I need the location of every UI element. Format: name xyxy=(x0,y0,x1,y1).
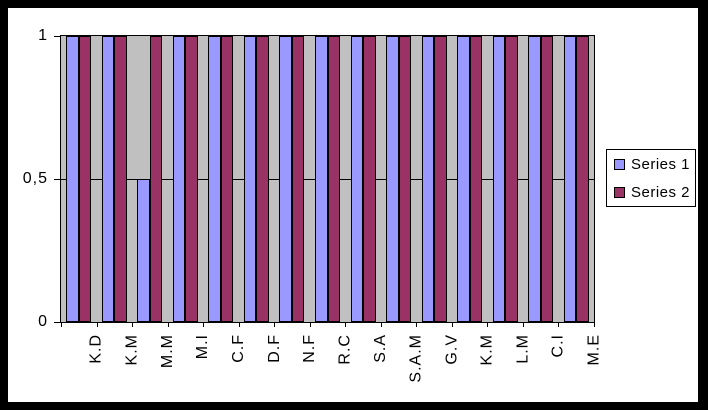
x-axis-tick xyxy=(345,322,346,327)
bar-series1-m.i xyxy=(172,36,186,322)
bar-series1-k.m xyxy=(101,36,115,322)
legend-entry: Series 1 xyxy=(607,150,695,178)
bar-series2-k.d xyxy=(78,36,92,322)
bar-series1-g.v xyxy=(421,36,435,322)
legend-swatch-series1 xyxy=(614,158,625,170)
x-axis-tick xyxy=(132,322,133,327)
y-axis-tick xyxy=(54,322,61,323)
x-category-label: C.I xyxy=(549,334,567,358)
x-axis-tick xyxy=(168,322,169,327)
bar-series1-s.a.m xyxy=(386,36,399,322)
bar-series1-k.d xyxy=(66,36,79,322)
bar-series2-d.f xyxy=(256,36,269,322)
bar-series1-k.m xyxy=(457,36,470,322)
bar-series2-m.e xyxy=(576,36,589,322)
bar-series2-m.m xyxy=(149,36,163,322)
chart-area: Series 1 Series 2 0 0,5 1 K.D K.M M.M M.I C.F D.F… xyxy=(8,8,698,402)
bar-series1-c.f xyxy=(208,36,221,322)
bar-series2-s.a xyxy=(363,36,376,322)
x-category-label: K.M xyxy=(123,334,141,366)
x-axis-tick xyxy=(97,322,98,327)
legend-label: Series 1 xyxy=(631,155,691,173)
bar-series2-k.m xyxy=(469,36,483,322)
x-category-label: M.I xyxy=(194,334,212,360)
x-category-label: M.M xyxy=(158,334,176,369)
bar-series2-c.i xyxy=(540,36,554,322)
bar-series2-m.i xyxy=(185,36,198,322)
x-axis-tick xyxy=(61,322,62,327)
x-axis-tick xyxy=(558,322,559,327)
bar-series1-l.m xyxy=(492,36,506,322)
bar-series2-r.c xyxy=(327,36,340,322)
legend-label: Series 2 xyxy=(631,183,691,201)
x-axis-tick xyxy=(594,322,595,327)
x-category-label: S.A.M xyxy=(407,334,425,383)
x-category-label: D.F xyxy=(265,334,283,363)
x-axis-tick xyxy=(274,322,275,327)
x-category-label: R.C xyxy=(336,334,354,365)
x-axis-tick xyxy=(487,322,488,327)
x-category-label: K.D xyxy=(87,334,105,364)
x-axis-tick xyxy=(310,322,311,327)
legend-swatch-series2 xyxy=(614,186,625,198)
bar-series2-g.v xyxy=(434,36,447,322)
plot-area xyxy=(60,35,595,323)
bar-series2-k.m xyxy=(114,36,127,322)
bar-series1-r.c xyxy=(315,36,328,322)
x-category-label: G.V xyxy=(443,334,461,365)
x-axis-tick xyxy=(239,322,240,327)
x-category-label: L.M xyxy=(514,334,532,364)
x-axis-tick xyxy=(381,322,382,327)
y-axis-tick xyxy=(54,36,61,37)
bar-series2-n.f xyxy=(291,36,305,322)
x-category-label: K.M xyxy=(478,334,496,366)
bar-series1-d.f xyxy=(243,36,257,322)
x-category-label: N.F xyxy=(300,334,318,363)
legend: Series 1 Series 2 xyxy=(606,149,696,207)
bar-series2-c.f xyxy=(220,36,234,322)
y-tick-label: 0,5 xyxy=(22,170,48,187)
bar-series1-m.e xyxy=(563,36,577,322)
bar-series2-l.m xyxy=(505,36,518,322)
y-axis-tick xyxy=(54,179,61,180)
x-axis-tick xyxy=(523,322,524,327)
y-tick-label: 1 xyxy=(38,27,48,44)
bar-series1-c.i xyxy=(528,36,541,322)
bar-series2-s.a.m xyxy=(398,36,412,322)
x-category-label: S.A xyxy=(372,334,390,363)
x-axis-tick xyxy=(203,322,204,327)
bar-series1-n.f xyxy=(279,36,292,322)
x-axis-tick xyxy=(452,322,453,327)
x-category-label: C.F xyxy=(229,334,247,363)
x-category-label: M.E xyxy=(585,334,603,366)
y-tick-label: 0 xyxy=(38,313,48,330)
x-axis-tick xyxy=(416,322,417,327)
legend-entry: Series 2 xyxy=(607,178,695,206)
bar-series1-s.a xyxy=(350,36,364,322)
bar-series1-m.m xyxy=(137,179,150,322)
